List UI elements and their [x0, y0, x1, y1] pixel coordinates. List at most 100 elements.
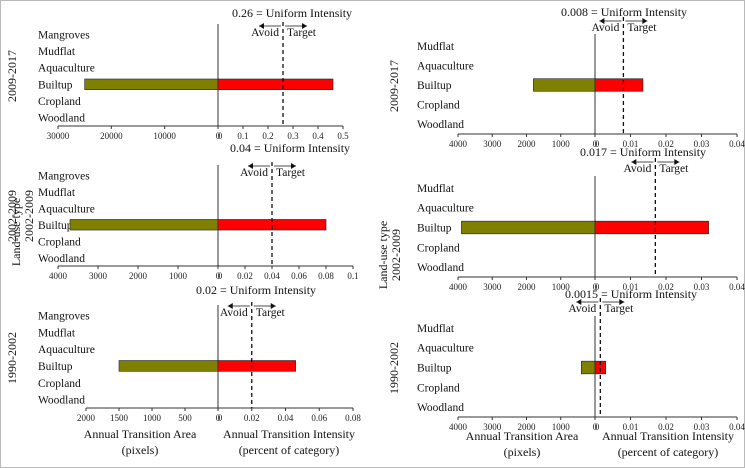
intensity-tick-label: 0.06 — [291, 271, 307, 281]
intensity-tick-label: 0.02 — [237, 271, 253, 281]
intensity-tick-label: 0.04 — [278, 413, 294, 423]
left-intensity-axis-unit: (percent of category) — [239, 443, 340, 457]
area-bar-builtup — [118, 360, 219, 372]
intensity-tick-label: 0.02 — [658, 282, 674, 292]
uniform-intensity-label: 0.017 = Uniform Intensity — [580, 145, 706, 159]
category-label-cropland: Cropland — [38, 378, 81, 390]
category-label-aquaculture: Aquaculture — [38, 203, 95, 215]
area-tick-label: 2000 — [518, 422, 537, 432]
intensity-tick-label: 0.02 — [658, 422, 674, 432]
intensity-tick-label: 0.08 — [345, 413, 361, 423]
panel-right-2009-2017: Mudflat Aquaculture Builtup Cropland Woodlan… — [387, 5, 745, 149]
category-label-cropland: Cropland — [417, 382, 460, 394]
avoid-arrowhead — [227, 303, 233, 309]
panel-left-2002-2009: Mangroves Mudflat Aquaculture Builtup Cropla… — [5, 141, 359, 281]
left-intensity-axis-label: Annual Transition Intensity — [223, 427, 355, 441]
area-tick-label: 2000 — [518, 139, 537, 149]
category-label-builtup: Builtup — [417, 223, 452, 235]
left-area-axis-label: Annual Transition Area — [84, 427, 197, 441]
right-area-axis-unit: (pixels) — [504, 445, 541, 459]
period-label: 2002-2009 — [5, 190, 19, 242]
category-label-builtup: Builtup — [417, 80, 452, 92]
area-tick-label: 3000 — [483, 422, 502, 432]
target-label: Target — [604, 303, 634, 315]
area-bar-builtup — [69, 219, 219, 231]
intensity-tick-label: 0 — [595, 422, 600, 432]
area-tick-label: 2000 — [129, 271, 148, 281]
uniform-intensity-label: 0.04 = Uniform Intensity — [230, 141, 350, 155]
area-bar-builtup — [580, 360, 596, 375]
avoid-arrowhead — [259, 23, 264, 29]
category-label-mangroves: Mangroves — [38, 170, 90, 182]
intensity-tick-label: 0.04 — [264, 271, 280, 281]
uniform-intensity-label: 0.0015 = Uniform Intensity — [565, 287, 697, 301]
intensity-tick-label: 0.02 — [244, 413, 260, 423]
right-intensity-axis-unit: (percent of category) — [618, 445, 719, 459]
intensity-bar-builtup — [217, 78, 334, 90]
intensity-tick-label: 0.04 — [729, 139, 745, 149]
panel-left-2009-2017: Mangroves Mudflat Aquaculture Builtup Cropla… — [5, 6, 352, 141]
right-area-axis-label: Annual Transition Area — [466, 429, 579, 443]
category-label-mangroves: Mangroves — [38, 29, 90, 41]
target-arrowhead — [291, 163, 296, 169]
intensity-tick-label: 0.3 — [287, 131, 299, 141]
right-intensity-axis-label: Annual Transition Intensity — [602, 429, 734, 443]
left-y-axis-title: Land-use type — [9, 198, 23, 266]
area-tick-label: 4000 — [49, 271, 68, 281]
area-tick-label: 4000 — [449, 139, 468, 149]
area-tick-label: 0 — [216, 413, 221, 423]
category-label-cropland: Cropland — [38, 96, 81, 108]
area-tick-label: 0 — [593, 422, 598, 432]
intensity-tick-label: 0.5 — [337, 131, 349, 141]
target-arrowhead — [674, 159, 680, 165]
category-label-aquaculture: Aquaculture — [417, 343, 474, 355]
area-tick-label: 0 — [593, 282, 598, 292]
chart-panels: Mangroves Mudflat Aquaculture Builtup Cropla… — [5, 5, 745, 432]
panel-right-2002-2009: Mudflat Aquaculture Builtup Cropland Woodlan… — [417, 145, 745, 292]
intensity-tick-label: 0.02 — [658, 139, 674, 149]
area-tick-label: 1500 — [110, 413, 129, 423]
category-label-builtup: Builtup — [38, 220, 73, 232]
target-arrowhead — [270, 303, 276, 309]
area-tick-label: 1000 — [143, 413, 162, 423]
intensity-tick-label: 0.04 — [729, 282, 745, 292]
intensity-bar-builtup — [217, 360, 296, 372]
area-tick-label: 2000 — [77, 413, 96, 423]
avoid-label: Avoid — [623, 163, 651, 175]
area-tick-label: 3000 — [483, 282, 502, 292]
avoid-label: Avoid — [568, 303, 596, 315]
uniform-intensity-label: 0.26 = Uniform Intensity — [232, 6, 352, 20]
area-tick-label: 1000 — [169, 271, 188, 281]
category-label-mudflat: Mudflat — [417, 41, 455, 53]
area-tick-label: 3000 — [483, 139, 502, 149]
intensity-tick-label: 0.1 — [237, 131, 248, 141]
area-tick-label: 4000 — [449, 282, 468, 292]
panel-right-1990-2002: Mudflat Aquaculture Builtup Cropland Woodlan… — [387, 287, 745, 432]
intensity-tick-label: 0.03 — [694, 282, 710, 292]
intensity-tick-label: 0.06 — [311, 413, 327, 423]
category-label-builtup: Builtup — [38, 361, 73, 373]
area-tick-label: 1000 — [552, 282, 571, 292]
category-label-aquaculture: Aquaculture — [417, 60, 474, 72]
target-label: Target — [659, 163, 689, 175]
area-tick-label: 0 — [216, 271, 221, 281]
right-y-axis-title-line1: Land-use type — [376, 221, 390, 289]
intensity-tick-label: 0 — [595, 139, 600, 149]
period-label: 1990-2002 — [387, 342, 401, 394]
period-label: 2009-2017 — [5, 50, 19, 102]
panel-left-1990-2002: Mangroves Mudflat Aquaculture Builtup Cropla… — [5, 283, 361, 423]
target-label: Target — [276, 167, 306, 179]
target-label: Target — [256, 307, 286, 319]
intensity-tick-label: 0.01 — [623, 422, 639, 432]
intensity-tick-label: 0.08 — [318, 271, 334, 281]
area-tick-label: 4000 — [449, 422, 468, 432]
category-label-woodland: Woodland — [417, 402, 464, 414]
area-bar-builtup — [533, 78, 596, 92]
intensity-tick-label: 0.1 — [347, 271, 358, 281]
intensity-tick-label: 0 — [218, 413, 223, 423]
area-tick-label: 500 — [178, 413, 192, 423]
intensity-tick-label: 0 — [218, 131, 223, 141]
target-arrowhead — [642, 18, 648, 24]
category-label-mudflat: Mudflat — [38, 46, 76, 58]
